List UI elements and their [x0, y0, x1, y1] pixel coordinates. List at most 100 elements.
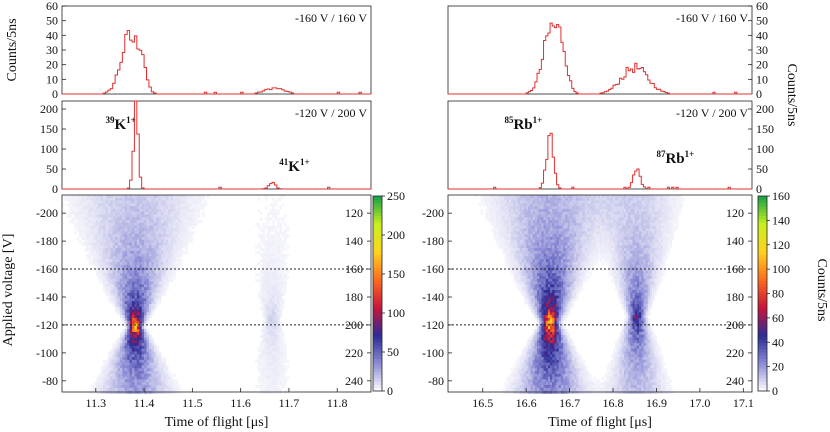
- heatmap-cell: [636, 214, 640, 218]
- heatmap-cell: [508, 203, 512, 207]
- heatmap-cell: [613, 225, 616, 229]
- heatmap-cell: [284, 234, 287, 238]
- heatmap-cell: [134, 315, 138, 319]
- heatmap-cell: [628, 239, 631, 243]
- heatmap-cell: [626, 228, 629, 232]
- heatmap-cell: [671, 195, 675, 199]
- heatmap-cell: [144, 315, 147, 319]
- heatmap-cell: [122, 197, 126, 201]
- heatmap-cell: [103, 208, 106, 213]
- heatmap-cell: [281, 348, 285, 352]
- heatmap-cell: [103, 379, 106, 383]
- heatmap-cell: [279, 303, 283, 308]
- heatmap-cell: [654, 228, 657, 232]
- heatmap-cell: [90, 222, 94, 227]
- heatmap-cell: [276, 368, 280, 372]
- heatmap-cell: [634, 253, 638, 257]
- heatmap-cell: [621, 253, 625, 257]
- heatmap-cell: [578, 211, 581, 215]
- heatmap-cell: [127, 309, 130, 313]
- heatmap-cell: [115, 273, 118, 277]
- heatmap-cell: [279, 281, 283, 285]
- heatmap-cell: [636, 211, 640, 215]
- heatmap-cell: [647, 195, 651, 199]
- heatmap-cell: [602, 231, 605, 235]
- heatmap-cell: [589, 195, 592, 199]
- heatmap-cell: [279, 206, 283, 210]
- heatmap-cell: [187, 200, 191, 204]
- heatmap-cell: [639, 195, 642, 199]
- heatmap-cell: [264, 385, 268, 389]
- heatmap-cell: [519, 236, 523, 241]
- heatmap-cell: [543, 211, 547, 215]
- heatmap-cell: [660, 250, 664, 255]
- heatmap-cell: [589, 211, 592, 215]
- heatmap-cell: [95, 253, 99, 257]
- heatmap-cell: [117, 359, 121, 364]
- heatmap-cell: [274, 317, 278, 322]
- heatmap-cell: [532, 208, 536, 213]
- heatmap-cell: [139, 306, 143, 310]
- heatmap-cell: [173, 250, 176, 255]
- heatmap-cell: [107, 365, 111, 369]
- heatmap-cell: [119, 214, 123, 218]
- heatmap-cell: [144, 312, 147, 316]
- heatmap-cell: [665, 217, 668, 221]
- heatmap-cell: [267, 345, 271, 350]
- heatmap-cell: [513, 253, 516, 257]
- heatmap-cell: [267, 385, 271, 389]
- heatmap-cell: [619, 220, 623, 224]
- heatmap-cell: [139, 345, 143, 350]
- heatmap-cell: [192, 214, 196, 218]
- heatmap-cell: [593, 195, 597, 199]
- heatmap-cell: [500, 236, 503, 241]
- heatmap-cell: [163, 359, 167, 364]
- heatmap-cell: [151, 197, 155, 201]
- heatmap-cell: [136, 264, 140, 269]
- heatmap-cell: [93, 197, 97, 201]
- heatmap-cell: [284, 382, 287, 386]
- heatmap-cell: [632, 197, 636, 201]
- heatmap-cell: [177, 214, 181, 218]
- heatmap-cell: [119, 365, 123, 369]
- heatmap-cell: [662, 200, 666, 204]
- heatmap-cell: [134, 334, 138, 338]
- heatmap-cell: [110, 214, 114, 218]
- heatmap-cell: [608, 245, 612, 249]
- heatmap-cell: [144, 343, 147, 347]
- heatmap-cell: [105, 273, 109, 277]
- heatmap-cell: [643, 248, 646, 252]
- heatmap-cell: [613, 231, 616, 235]
- heatmap-cell: [139, 382, 143, 386]
- heatmap-cell: [667, 236, 670, 241]
- heatmap-cell: [83, 231, 87, 235]
- heatmap-cell: [276, 326, 280, 330]
- heatmap-cell: [276, 208, 280, 213]
- heatmap-cell: [604, 203, 607, 207]
- heatmap-cell: [267, 326, 271, 330]
- heatmap-cell: [506, 214, 510, 218]
- heatmap-cell: [495, 214, 499, 218]
- heatmap-cell: [105, 256, 109, 260]
- heatmap-cell: [521, 250, 525, 255]
- heatmap-cell: [547, 208, 551, 213]
- heatmap-cell: [148, 222, 152, 227]
- heatmap-cell: [122, 220, 126, 224]
- heatmap-cell: [269, 284, 273, 288]
- heatmap-cell: [506, 248, 510, 252]
- heatmap-cell: [117, 301, 121, 305]
- heatmap-cell: [645, 206, 649, 210]
- heatmap-cell: [667, 222, 670, 227]
- heatmap-cell: [182, 236, 186, 241]
- heatmap-cell: [502, 214, 505, 218]
- heatmap-cell: [175, 206, 179, 210]
- heatmap-cell: [110, 365, 114, 369]
- heatmap-cell: [153, 287, 157, 291]
- heatmap-cell: [569, 217, 573, 221]
- heatmap-cell: [144, 334, 147, 338]
- heatmap-cell: [122, 281, 126, 285]
- heatmap-cell: [269, 278, 273, 283]
- heatmap-cell: [671, 236, 675, 241]
- heatmap-cell: [117, 250, 121, 255]
- heatmap-cell: [656, 234, 660, 238]
